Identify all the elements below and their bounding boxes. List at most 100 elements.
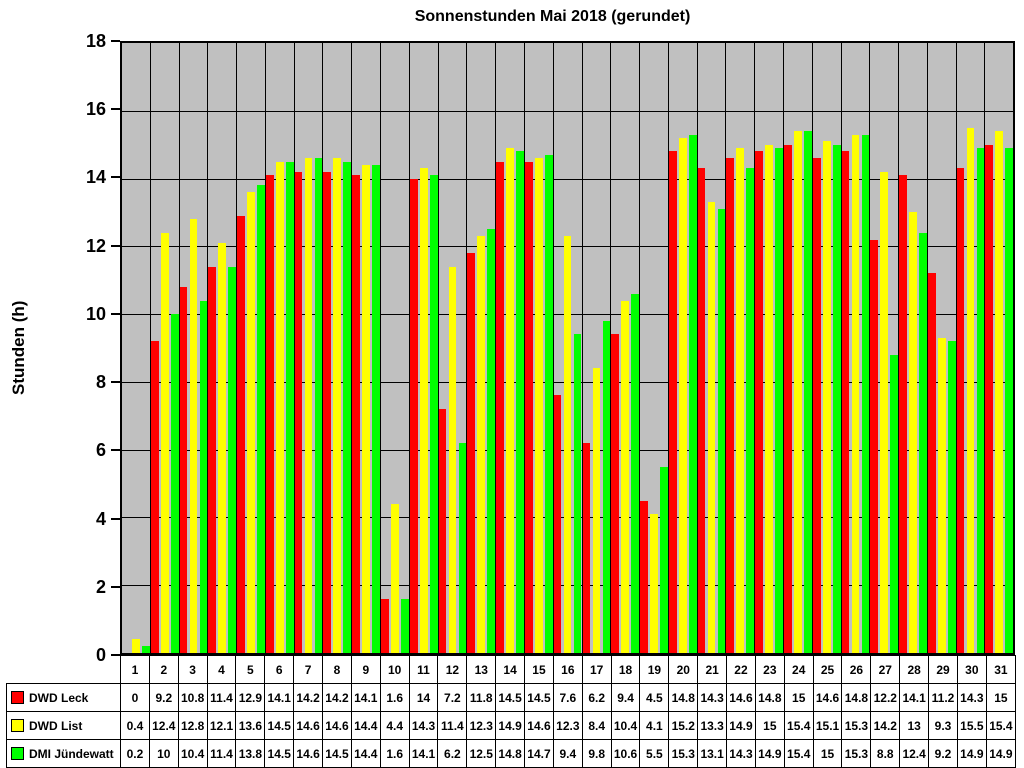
- bar-dwd-list: [448, 266, 457, 653]
- day-header-cell: 7: [293, 655, 324, 684]
- value-cell: 15.4: [783, 711, 814, 740]
- value-cell: 10.4: [177, 739, 208, 768]
- bar-group-day-22: [726, 43, 756, 653]
- value-cell: 12.4: [899, 739, 930, 768]
- bar-dwd-leck: [150, 341, 159, 653]
- bar-dmi-j-ndewatt: [516, 151, 524, 653]
- value-cell: 14.1: [899, 683, 930, 712]
- value-cell: 14.6: [726, 683, 756, 712]
- value-cell: 9.8: [581, 739, 612, 768]
- bar-dmi-j-ndewatt: [919, 232, 927, 653]
- bar-dwd-list: [189, 219, 198, 653]
- bar-dwd-list: [937, 337, 946, 653]
- bar-dwd-list: [534, 158, 543, 653]
- bar-group-day-12: [438, 43, 468, 653]
- bar-dwd-list: [592, 368, 601, 653]
- day-header-cell: 25: [812, 655, 843, 684]
- legend-swatch-dmi-j-ndewatt: [11, 747, 24, 760]
- bar-dwd-list: [160, 232, 169, 653]
- y-gridline: [122, 178, 1013, 180]
- value-cell: 14.5: [264, 711, 295, 740]
- series-row-dmi-j-ndewatt: DMI Jündewatt 0.2 10 10.4 11.4 13.8 14.5 14.6 14…: [6, 739, 1017, 768]
- bar-dmi-j-ndewatt: [343, 161, 352, 653]
- value-cell: 14.1: [264, 683, 295, 712]
- value-cell: 14.3: [726, 739, 756, 768]
- bar-group-day-24: [783, 43, 813, 653]
- day-header-cell: 3: [177, 655, 208, 684]
- bar-dwd-list: [304, 158, 313, 653]
- bar-dmi-j-ndewatt: [976, 148, 985, 653]
- value-cell: 14: [408, 683, 439, 712]
- y-tick-label: 0: [95, 645, 106, 665]
- value-cell: 14.7: [524, 739, 554, 768]
- value-cell: 15: [812, 739, 843, 768]
- bar-dwd-leck: [237, 215, 245, 653]
- day-header-cell: 6: [264, 655, 295, 684]
- value-cell: 10: [148, 739, 179, 768]
- bar-group-day-3: [179, 43, 209, 653]
- day-header-cell: 4: [206, 655, 237, 684]
- bar-dwd-list: [477, 236, 486, 653]
- series-name-label: DWD Leck: [29, 690, 89, 705]
- value-cell: 14.3: [956, 683, 987, 712]
- bar-group-day-8: [323, 43, 353, 653]
- bar-dwd-leck: [755, 151, 763, 653]
- day-header-row: 1 2 3 4 5 6 7 8 9 10 11 12 13 14 15 16 17 18 19 20 21 22 23 24 2…: [7, 655, 1017, 684]
- y-tick-label: 10: [85, 303, 106, 324]
- value-cell: 5.5: [639, 739, 670, 768]
- bar-dmi-j-ndewatt: [544, 154, 553, 653]
- bar-dmi-j-ndewatt: [1005, 148, 1014, 653]
- bar-dwd-leck: [467, 253, 476, 653]
- bar-dwd-leck: [208, 266, 217, 653]
- bar-group-day-15: [524, 43, 554, 653]
- bar-dwd-list: [909, 212, 917, 653]
- value-cell: 14.6: [524, 711, 554, 740]
- bar-dwd-leck: [438, 409, 447, 653]
- bar-dmi-j-ndewatt: [142, 646, 150, 653]
- bar-group-day-25: [812, 43, 842, 653]
- bar-group-day-31: [985, 43, 1014, 653]
- y-tick-label: 4: [95, 508, 106, 529]
- bar-group-day-9: [352, 43, 382, 653]
- value-cell: 0.4: [120, 711, 150, 740]
- value-cell: 15: [783, 683, 814, 712]
- bar-dmi-j-ndewatt: [602, 320, 611, 653]
- bar-dwd-list: [563, 236, 572, 653]
- bar-dwd-leck: [668, 151, 677, 653]
- value-cell: 12.2: [870, 683, 901, 712]
- value-cell: 15: [985, 683, 1017, 712]
- value-cell: 11.4: [206, 683, 237, 712]
- legend-swatch-dwd-leck: [11, 691, 24, 704]
- bar-dwd-leck: [409, 178, 418, 653]
- day-header-cell: 29: [928, 655, 958, 684]
- day-header-cell: 11: [408, 655, 439, 684]
- bar-dwd-list: [275, 161, 284, 653]
- value-cell: 7.6: [552, 683, 583, 712]
- value-cell: 14.9: [495, 711, 526, 740]
- bar-dmi-j-ndewatt: [746, 168, 755, 653]
- y-tick-mark: [111, 449, 120, 452]
- y-tick-label: 8: [95, 372, 106, 393]
- bar-dwd-list: [822, 141, 831, 653]
- value-cell: 0.2: [120, 739, 150, 768]
- bar-dwd-list: [995, 131, 1004, 653]
- y-axis-labels: 18 16 14 12 10 8 6 4 2 0: [58, 31, 106, 665]
- bar-dwd-list: [707, 202, 716, 653]
- bar-group-day-19: [640, 43, 669, 653]
- day-header-cell: 17: [581, 655, 612, 684]
- value-cell: 14.2: [870, 711, 901, 740]
- day-header-cell: 2: [148, 655, 179, 684]
- day-header-cell: 30: [956, 655, 987, 684]
- bar-dmi-j-ndewatt: [458, 442, 467, 653]
- series-legend-cell: DWD Leck: [6, 683, 121, 712]
- value-cell: 14.2: [293, 683, 324, 712]
- bar-dwd-list: [678, 137, 687, 653]
- bar-dwd-leck: [870, 239, 879, 653]
- value-cell: 6.2: [437, 739, 468, 768]
- value-cell: 14.6: [812, 683, 843, 712]
- bar-dwd-list: [391, 503, 399, 653]
- y-tick-mark: [111, 654, 120, 656]
- day-header-cell: 13: [466, 655, 497, 684]
- value-cell: 1.6: [379, 739, 410, 768]
- bar-dmi-j-ndewatt: [257, 185, 265, 653]
